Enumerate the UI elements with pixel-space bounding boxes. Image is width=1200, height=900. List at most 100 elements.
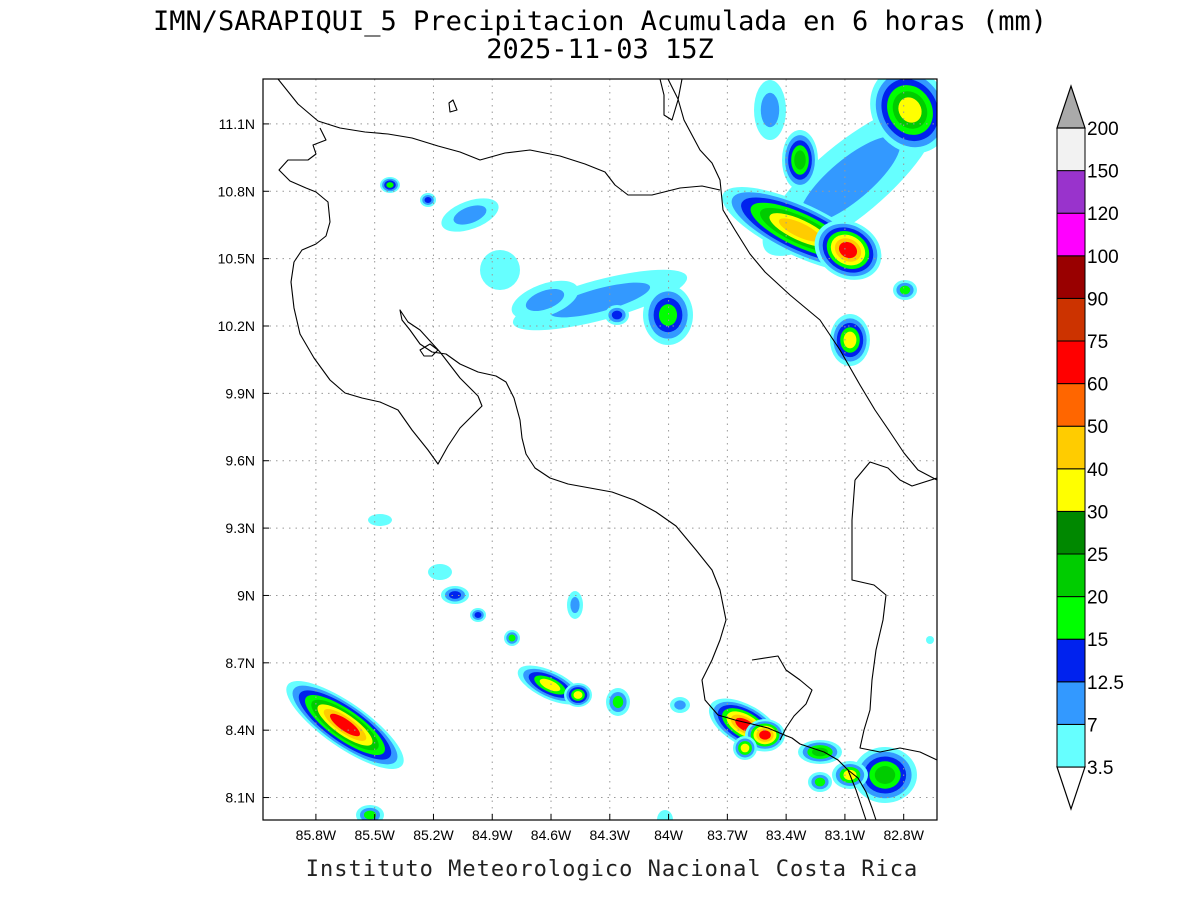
lon-tick-label: 84.3W: [590, 827, 631, 843]
lat-tick-label: 10.2N: [218, 318, 255, 334]
colorbar-segment: [1056, 468, 1086, 512]
map-frame: [262, 78, 938, 821]
colorbar-segment: [1056, 723, 1086, 768]
precip-cell: [508, 634, 516, 642]
colorbar-segment: [1056, 553, 1086, 598]
colorbar-label: 150: [1087, 162, 1119, 183]
panama-coast: [854, 461, 937, 487]
colorbar-label: 30: [1087, 502, 1108, 523]
colorbar-segment: [1056, 510, 1086, 555]
colorbar-label: 100: [1087, 247, 1119, 268]
colorbar-segment: [1056, 681, 1086, 725]
precip-cell: [799, 136, 901, 224]
nicaragua-coast: [277, 79, 721, 196]
precip-cell: [778, 218, 822, 242]
colorbar-label: 50: [1087, 417, 1108, 438]
latitude-axis: 11.1N 10.8N 10.5N 10.2N 9.9N 9.6N 9.3N 9N 8.7N 8.…: [218, 116, 269, 806]
map-title-line1: IMN/SARAPIQUI_5 Precipitacion Acumulada …: [153, 6, 1047, 37]
lat-tick-label: 9.9N: [225, 385, 255, 401]
precip-cell: [740, 743, 750, 753]
precip-cell: [814, 777, 826, 787]
precip-cell: [480, 250, 520, 290]
lon-tick-label: 84.9W: [472, 827, 513, 843]
precip-cell: [474, 611, 482, 619]
colorbar-label: 25: [1087, 545, 1108, 566]
precip-cell: [611, 310, 623, 320]
lat-tick-label: 9.3N: [225, 520, 255, 536]
precip-cell: [424, 196, 432, 204]
precip-cell: [899, 285, 911, 295]
precip-cell: [368, 514, 392, 526]
coastline-layer: [277, 79, 937, 820]
colorbar-label: 20: [1087, 588, 1108, 609]
precip-cell: [838, 241, 858, 259]
precip-cell: [448, 591, 462, 599]
lon-tick-label: 84W: [654, 827, 684, 843]
precip-cell: [329, 713, 361, 737]
colorbar-label: 120: [1087, 204, 1119, 225]
colorbar-min-arrow: [1056, 766, 1086, 811]
precip-cell: [898, 97, 922, 123]
colorbar-segment: [1056, 212, 1086, 257]
precip-cell: [549, 282, 651, 318]
footer-credit: Instituto Meteorologico Nacional Costa R…: [306, 857, 919, 882]
lon-tick-label: 83.4W: [766, 827, 807, 843]
colorbar: 3.5 7 12.5 15 20 25 30 40 50 60 75 90 100 120 150 200: [1056, 84, 1124, 811]
longitude-axis: 85.8W 85.5W 85.2W 84.9W 84.6W 84.3W 84W 83.7W 83…: [296, 814, 925, 843]
lat-tick-label: 9.6N: [225, 453, 255, 469]
colorbar-segment: [1056, 425, 1086, 470]
colorbar-segment: [1056, 383, 1086, 427]
precip-cell: [612, 695, 624, 709]
colorbar-label: 12.5: [1087, 673, 1124, 694]
lake-nicaragua-shore: [659, 79, 683, 121]
precip-cell: [759, 730, 771, 740]
osa-coast: [751, 655, 813, 741]
burica-point: [847, 769, 867, 820]
lat-tick-label: 8.7N: [225, 655, 255, 671]
precip-cell: [386, 182, 394, 188]
precip-cell: [525, 288, 565, 312]
pacific-coast-north: [278, 127, 877, 820]
map-area: [262, 78, 938, 821]
lat-tick-label: 10.5N: [218, 251, 255, 267]
colorbar-label: 40: [1087, 460, 1108, 481]
precip-cell: [573, 691, 583, 699]
lon-tick-label: 85.8W: [296, 827, 337, 843]
chira-island: [419, 343, 439, 357]
lat-tick-label: 8.4N: [225, 722, 255, 738]
precip-cell: [658, 304, 678, 326]
precip-cell: [874, 766, 896, 784]
colorbar-label: 200: [1087, 119, 1119, 140]
colorbar-segment: [1056, 170, 1086, 214]
precip-cell: [363, 810, 377, 820]
lon-tick-label: 83.7W: [707, 827, 748, 843]
colorbar-segment: [1056, 340, 1086, 385]
colorbar-label: 75: [1087, 332, 1108, 353]
small-island-north: [448, 99, 458, 113]
panama-border: [851, 479, 937, 761]
colorbar-label: 3.5: [1087, 758, 1113, 779]
lon-tick-label: 83.1W: [825, 827, 866, 843]
gridlines: [263, 79, 937, 820]
colorbar-segment: [1056, 127, 1086, 172]
colorbar-segment: [1056, 255, 1086, 299]
map-title-line2: 2025-11-03 15Z: [486, 34, 714, 65]
colorbar-segment: [1056, 297, 1086, 342]
lon-tick-label: 85.5W: [354, 827, 395, 843]
colorbar-max-arrow: [1056, 84, 1086, 129]
colorbar-label: 15: [1087, 630, 1108, 651]
precip-cell: [453, 205, 487, 225]
precip-cell: [794, 150, 806, 170]
precip-cell: [843, 331, 857, 349]
colorbar-segment: [1056, 596, 1086, 640]
lat-tick-label: 8.1N: [225, 790, 255, 806]
colorbar-label: 7: [1087, 715, 1098, 736]
colorbar-label: 60: [1087, 375, 1108, 396]
colorbar-segment: [1056, 638, 1086, 683]
precip-cell: [674, 700, 686, 710]
precip-cell: [539, 678, 561, 692]
precip-cell: [570, 596, 580, 614]
lon-tick-label: 82.8W: [883, 827, 924, 843]
lon-tick-label: 85.2W: [413, 827, 454, 843]
